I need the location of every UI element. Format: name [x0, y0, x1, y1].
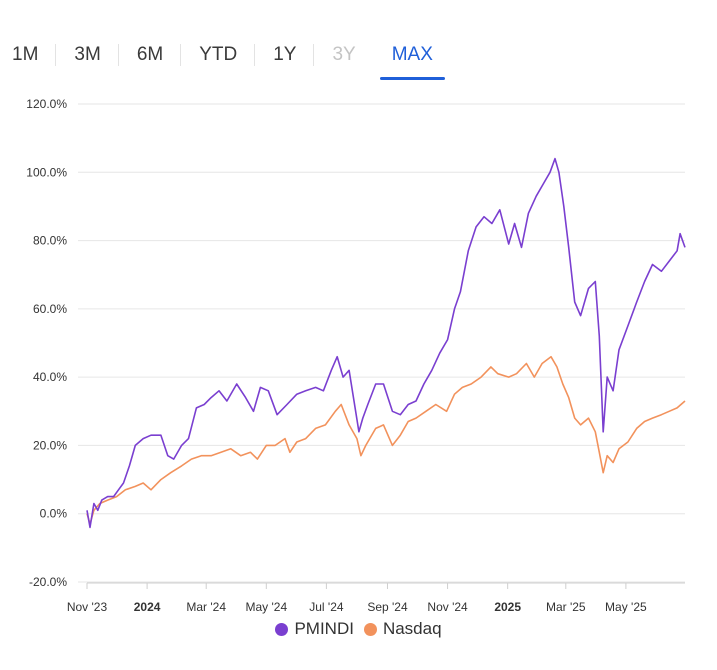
legend-item-pmindi[interactable]: PMINDI: [275, 619, 354, 639]
x-tick-label: May '25: [605, 600, 647, 614]
series-lines: [86, 157, 686, 529]
series-line-nasdaq[interactable]: [86, 355, 686, 525]
y-tick-label: 100.0%: [26, 165, 67, 179]
tab-label: MAX: [391, 44, 433, 65]
legend-label-nasdaq: Nasdaq: [382, 619, 442, 638]
grid-lines: [78, 103, 685, 583]
legend-item-nasdaq[interactable]: Nasdaq: [363, 619, 442, 639]
tab-label: 6M: [136, 44, 164, 65]
tab-label: 3Y: [332, 44, 356, 65]
y-axis-labels: -20.0% 0.0% 20.0% 40.0% 60.0% 80.0% 100.0% 120.…: [26, 97, 67, 589]
x-tick-label: May '24: [245, 600, 287, 614]
tab-label: 1M: [12, 44, 39, 65]
legend-label-pmindi: PMINDI: [294, 619, 354, 638]
y-tick-label: 0.0%: [40, 507, 68, 521]
x-tick-label: Mar '24: [186, 600, 226, 614]
x-tick-label: Nov '24: [427, 600, 468, 614]
nasdaq-color-dot: [363, 622, 377, 636]
x-tick-label: 2025: [494, 600, 521, 614]
tab-3y: 3Y: [314, 34, 373, 76]
x-tick-label: Jul '24: [309, 600, 344, 614]
tab-1y[interactable]: 1Y: [255, 34, 315, 76]
active-tab-underline: [379, 77, 445, 80]
y-tick-label: 40.0%: [33, 370, 67, 384]
series-line-pmindi[interactable]: [86, 157, 686, 529]
x-tick-label: Mar '25: [546, 600, 586, 614]
x-tick-label: Sep '24: [367, 600, 408, 614]
tab-separator: [313, 44, 315, 66]
x-axis-labels: Nov '23 2024 Mar '24 May '24 Jul '24 Sep '24 N…: [67, 582, 685, 614]
x-tick-label: 2024: [134, 600, 161, 614]
y-tick-label: -20.0%: [29, 575, 67, 589]
tab-label: 1Y: [273, 44, 297, 65]
y-tick-label: 60.0%: [33, 302, 67, 316]
time-range-tabs: 1M 3M 6M YTD 1Y 3Y MAX: [0, 32, 451, 80]
tab-ytd[interactable]: YTD: [181, 34, 256, 76]
tab-separator: [254, 44, 256, 66]
tab-label: 3M: [74, 44, 101, 65]
tab-label: YTD: [199, 44, 238, 65]
y-tick-label: 120.0%: [26, 97, 67, 111]
tab-6m[interactable]: 6M: [119, 34, 182, 76]
tab-1m[interactable]: 1M: [0, 34, 57, 76]
pmindi-color-dot: [275, 622, 289, 636]
tab-separator: [117, 44, 119, 66]
x-tick-label: Nov '23: [67, 600, 108, 614]
y-tick-label: 80.0%: [33, 234, 67, 248]
tab-3m[interactable]: 3M: [56, 34, 119, 76]
tab-separator: [55, 44, 57, 66]
y-tick-label: 20.0%: [33, 438, 67, 452]
chart-legend: PMINDI Nasdaq: [0, 619, 717, 639]
tab-separator: [180, 44, 182, 66]
tab-max[interactable]: MAX: [374, 34, 451, 80]
